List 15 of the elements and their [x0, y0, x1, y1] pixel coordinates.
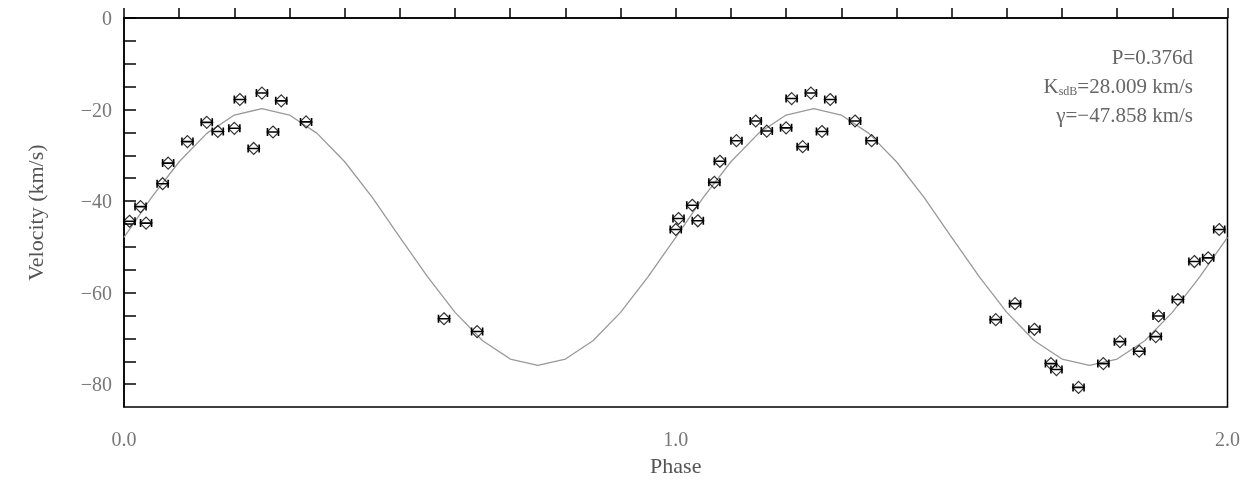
y-tick-label: 0: [102, 7, 112, 29]
annotation: P=0.376d: [1111, 44, 1194, 69]
y-tick-label: −60: [80, 281, 112, 304]
line-series: [123, 107, 1229, 367]
x-tick-label: 1.0: [663, 428, 689, 451]
annotation: γ=−47.858 km/s: [1055, 102, 1193, 127]
y-axis-title: Velocity (km/s): [22, 144, 48, 281]
y-tick-label: −80: [80, 373, 112, 396]
annotation: KsdB=28.009 km/s: [1043, 73, 1193, 98]
y-tick-label: −40: [80, 190, 112, 213]
y-tick-label: −20: [80, 98, 112, 121]
x-axis-title: Phase: [650, 452, 702, 478]
x-tick-label: 2.0: [1215, 428, 1240, 451]
point: [1201, 251, 1215, 265]
x-tick-label: 0.0: [111, 428, 137, 451]
